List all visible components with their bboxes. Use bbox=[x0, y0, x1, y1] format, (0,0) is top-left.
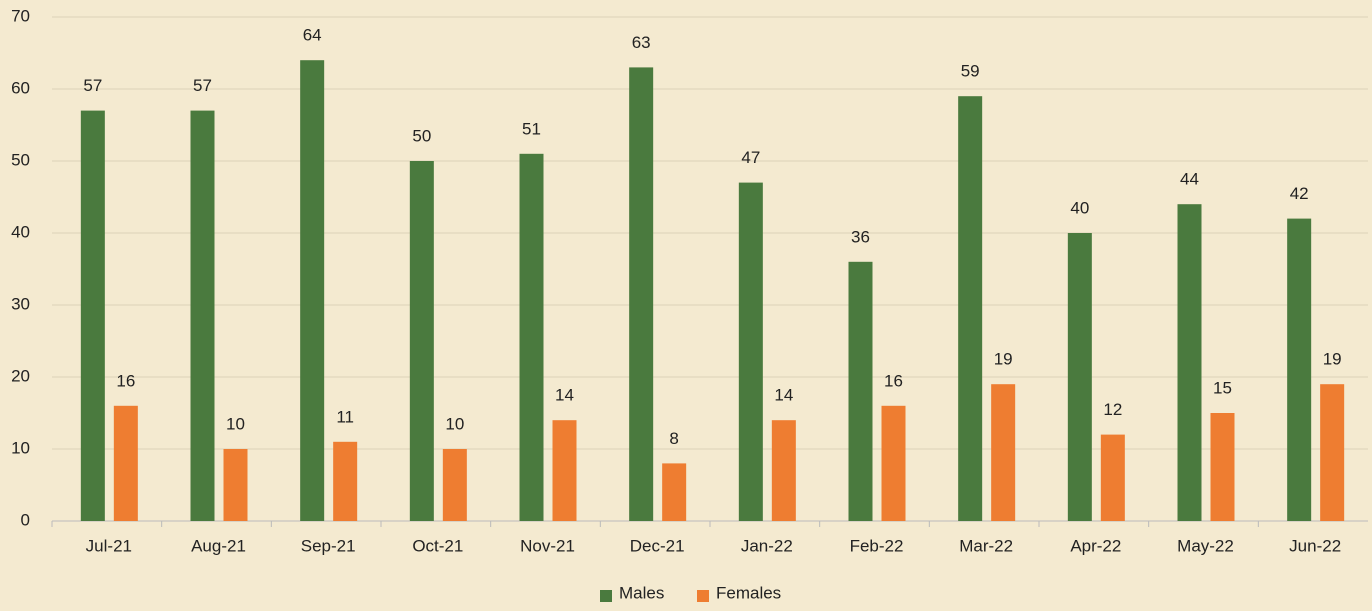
data-label: 14 bbox=[555, 386, 574, 405]
bar bbox=[519, 153, 544, 522]
x-tick-label: Jul-21 bbox=[86, 536, 132, 555]
y-tick-label: 20 bbox=[11, 366, 30, 385]
data-label: 51 bbox=[522, 119, 541, 138]
data-label: 57 bbox=[193, 76, 212, 95]
y-tick-label: 10 bbox=[11, 438, 30, 457]
x-tick-label: May-22 bbox=[1177, 536, 1234, 555]
x-tick-label: Jun-22 bbox=[1289, 536, 1341, 555]
bar bbox=[442, 449, 467, 521]
legend-label: Males bbox=[619, 583, 664, 602]
bar bbox=[1177, 204, 1202, 521]
data-label: 44 bbox=[1180, 170, 1199, 189]
y-tick-label: 30 bbox=[11, 294, 30, 313]
data-label: 50 bbox=[412, 126, 431, 145]
data-label: 36 bbox=[851, 227, 870, 246]
data-label: 15 bbox=[1213, 378, 1232, 397]
bar bbox=[1287, 218, 1312, 521]
legend-label: Females bbox=[716, 583, 781, 602]
bar bbox=[958, 96, 983, 521]
data-label: 42 bbox=[1290, 184, 1309, 203]
bar bbox=[662, 463, 687, 521]
bar bbox=[1320, 384, 1345, 521]
data-label: 19 bbox=[1323, 350, 1342, 369]
data-label: 40 bbox=[1070, 198, 1089, 217]
bar bbox=[113, 405, 138, 521]
data-label: 47 bbox=[741, 148, 760, 167]
y-tick-label: 60 bbox=[11, 78, 30, 97]
bar bbox=[629, 67, 654, 522]
x-tick-label: Aug-21 bbox=[191, 536, 246, 555]
y-tick-label: 0 bbox=[21, 510, 30, 529]
bar bbox=[80, 110, 105, 521]
x-tick-label: Oct-21 bbox=[412, 536, 463, 555]
data-label: 57 bbox=[83, 76, 102, 95]
data-label: 64 bbox=[303, 26, 322, 45]
bar bbox=[848, 261, 873, 521]
data-label: 10 bbox=[226, 414, 245, 433]
x-tick-label: Nov-21 bbox=[520, 536, 575, 555]
y-tick-label: 50 bbox=[11, 150, 30, 169]
x-tick-label: Dec-21 bbox=[630, 536, 685, 555]
y-tick-label: 40 bbox=[11, 222, 30, 241]
bar bbox=[1067, 233, 1092, 521]
data-label: 16 bbox=[116, 371, 135, 390]
data-label: 63 bbox=[632, 33, 651, 52]
bar bbox=[552, 420, 577, 521]
data-label: 19 bbox=[994, 350, 1013, 369]
data-label: 10 bbox=[445, 414, 464, 433]
bar bbox=[771, 420, 796, 521]
x-tick-label: Jan-22 bbox=[741, 536, 793, 555]
legend-swatch bbox=[600, 590, 612, 602]
bar bbox=[333, 441, 358, 521]
y-tick-label: 70 bbox=[11, 6, 30, 25]
x-tick-label: Feb-22 bbox=[850, 536, 904, 555]
data-label: 14 bbox=[774, 386, 793, 405]
bar bbox=[190, 110, 215, 521]
bar bbox=[300, 60, 325, 521]
bar bbox=[409, 161, 434, 521]
data-label: 59 bbox=[961, 62, 980, 81]
bar bbox=[1210, 413, 1235, 521]
data-label: 11 bbox=[336, 407, 354, 426]
legend-swatch bbox=[697, 590, 709, 602]
bar bbox=[881, 405, 906, 521]
bar bbox=[223, 449, 248, 521]
data-label: 8 bbox=[669, 429, 678, 448]
x-tick-label: Mar-22 bbox=[959, 536, 1013, 555]
x-tick-label: Sep-21 bbox=[301, 536, 356, 555]
bar bbox=[1100, 434, 1125, 521]
bar bbox=[991, 384, 1016, 521]
x-tick-label: Apr-22 bbox=[1070, 536, 1121, 555]
data-label: 12 bbox=[1103, 400, 1122, 419]
bar bbox=[738, 182, 763, 521]
data-label: 16 bbox=[884, 371, 903, 390]
